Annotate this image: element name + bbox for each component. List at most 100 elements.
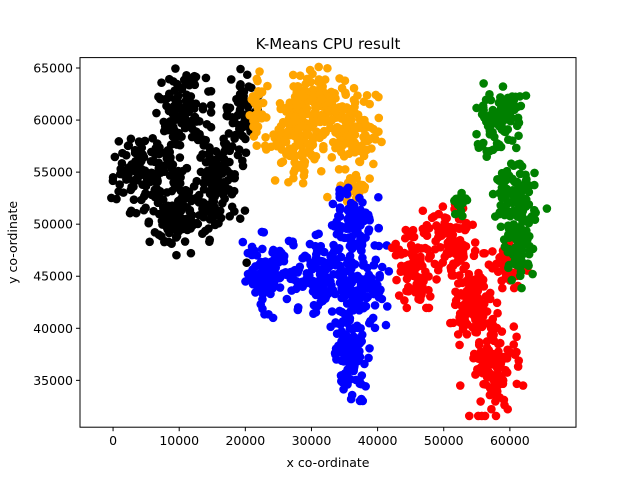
scatter-point-series-0: [154, 92, 163, 102]
scatter-point-series-3: [473, 316, 483, 326]
scatter-point-series-1: [340, 76, 350, 86]
scatter-point-series-0: [145, 237, 154, 247]
scatter-point-series-3: [446, 263, 456, 272]
scatter-point-series-3: [473, 286, 483, 296]
scatter-point-series-0: [193, 219, 203, 229]
scatter-point-series-3: [491, 375, 501, 384]
scatter-point-series-0: [112, 194, 121, 204]
scatter-point-series-1: [350, 148, 360, 157]
scatter-point-series-4: [516, 224, 526, 234]
scatter-point-series-3: [400, 296, 409, 305]
x-tick-label: 40000: [358, 433, 398, 448]
y-tick-label: 65000: [33, 61, 73, 76]
scatter-point-series-3: [485, 288, 495, 298]
scatter-point-series-3: [476, 350, 485, 360]
scatter-point-series-0: [152, 174, 162, 183]
y-axis-ticks: 35000 40000 45000 50000 55000 60000 65000: [33, 61, 80, 388]
scatter-point-series-4: [514, 131, 523, 141]
scatter-point-series-0: [141, 188, 150, 198]
scatter-point-series-1: [269, 130, 278, 139]
scatter-point-series-0: [165, 74, 174, 84]
scatter-point-series-4: [503, 221, 513, 230]
scatter-point-series-0: [218, 169, 227, 178]
scatter-point-series-2: [356, 241, 366, 250]
scatter-point-series-1: [327, 115, 337, 124]
scatter-point-series-0: [174, 128, 184, 138]
scatter-point-series-1: [350, 102, 359, 112]
scatter-point-series-0: [175, 153, 185, 162]
scatter-point-series-0: [167, 201, 177, 211]
scatter-point-series-1: [369, 159, 378, 169]
scatter-point-series-2: [353, 356, 362, 366]
y-tick-label: 60000: [33, 113, 73, 128]
scatter-point-series-2: [343, 183, 353, 193]
plot-frame: [79, 57, 577, 428]
scatter-point-series-0: [164, 224, 174, 234]
scatter-point-series-3: [407, 259, 416, 269]
scatter-point-series-3: [438, 202, 448, 211]
scatter-point-series-3: [464, 411, 474, 421]
scatter-point-series-1: [315, 133, 324, 143]
scatter-point-series-0: [162, 101, 171, 111]
scatter-point-series-2: [255, 260, 264, 269]
points-layer: [107, 62, 552, 421]
scatter-point-series-2: [241, 277, 250, 286]
scatter-point-series-2: [294, 265, 304, 274]
scatter-point-series-2: [321, 260, 331, 270]
scatter-point-series-2: [335, 261, 345, 271]
scatter-point-series-1: [371, 135, 380, 144]
scatter-point-series-4: [482, 117, 491, 127]
scatter-point-series-2: [382, 302, 392, 311]
scatter-point-series-2: [309, 300, 319, 310]
scatter-point-series-3: [500, 400, 509, 410]
scatter-point-series-1: [374, 113, 384, 123]
scatter-point-series-2: [345, 324, 355, 333]
scatter-point-series-2: [356, 323, 365, 333]
scatter-point-series-3: [471, 370, 480, 379]
y-tick-label: 45000: [33, 269, 73, 284]
scatter-point-series-1: [319, 126, 329, 136]
scatter-point-series-3: [445, 235, 455, 245]
scatter-point-series-3: [512, 332, 521, 342]
scatter-point-series-1: [316, 166, 326, 176]
scatter-point-series-4: [521, 176, 531, 186]
scatter-point-series-1: [294, 124, 303, 134]
chart-title: K-Means CPU result: [256, 35, 401, 53]
scatter-point-series-2: [377, 294, 387, 304]
scatter-point-series-2: [284, 236, 294, 246]
scatter-point-series-4: [507, 275, 517, 285]
scatter-point-series-0: [167, 163, 177, 173]
scatter-point-series-3: [436, 242, 445, 252]
scatter-point-series-3: [481, 380, 491, 389]
scatter-point-series-1: [301, 79, 310, 89]
scatter-point-series-0: [110, 152, 120, 162]
scatter-point-series-3: [495, 253, 504, 262]
scatter-point-series-4: [517, 257, 527, 266]
scatter-point-series-2: [374, 287, 383, 297]
scatter-point-series-0: [160, 237, 170, 246]
scatter-point-series-1: [299, 92, 308, 101]
scatter-point-series-0: [129, 195, 139, 205]
scatter-point-series-0: [196, 167, 206, 177]
scatter-point-series-4: [504, 111, 513, 121]
scatter-point-series-3: [488, 247, 497, 256]
scatter-point-series-2: [365, 344, 374, 353]
scatter-point-series-4: [510, 257, 519, 267]
scatter-point-series-2: [336, 252, 346, 262]
scatter-point-series-4: [519, 235, 529, 244]
scatter-point-series-0: [160, 122, 170, 131]
scatter-point-series-2: [360, 359, 369, 369]
scatter-point-series-0: [135, 138, 144, 148]
scatter-point-series-4: [512, 209, 521, 219]
scatter-point-series-3: [487, 317, 497, 326]
scatter-point-series-0: [155, 188, 165, 198]
scatter-point-series-2: [313, 279, 323, 288]
scatter-point-series-2: [351, 208, 361, 217]
scatter-point-series-2: [329, 270, 338, 279]
scatter-point-series-3: [474, 268, 483, 278]
scatter-point-series-2: [355, 396, 365, 406]
scatter-point-series-0: [175, 140, 185, 150]
scatter-point-series-0: [186, 248, 196, 258]
scatter-point-series-3: [433, 265, 443, 275]
scatter-point-series-0: [152, 108, 161, 118]
